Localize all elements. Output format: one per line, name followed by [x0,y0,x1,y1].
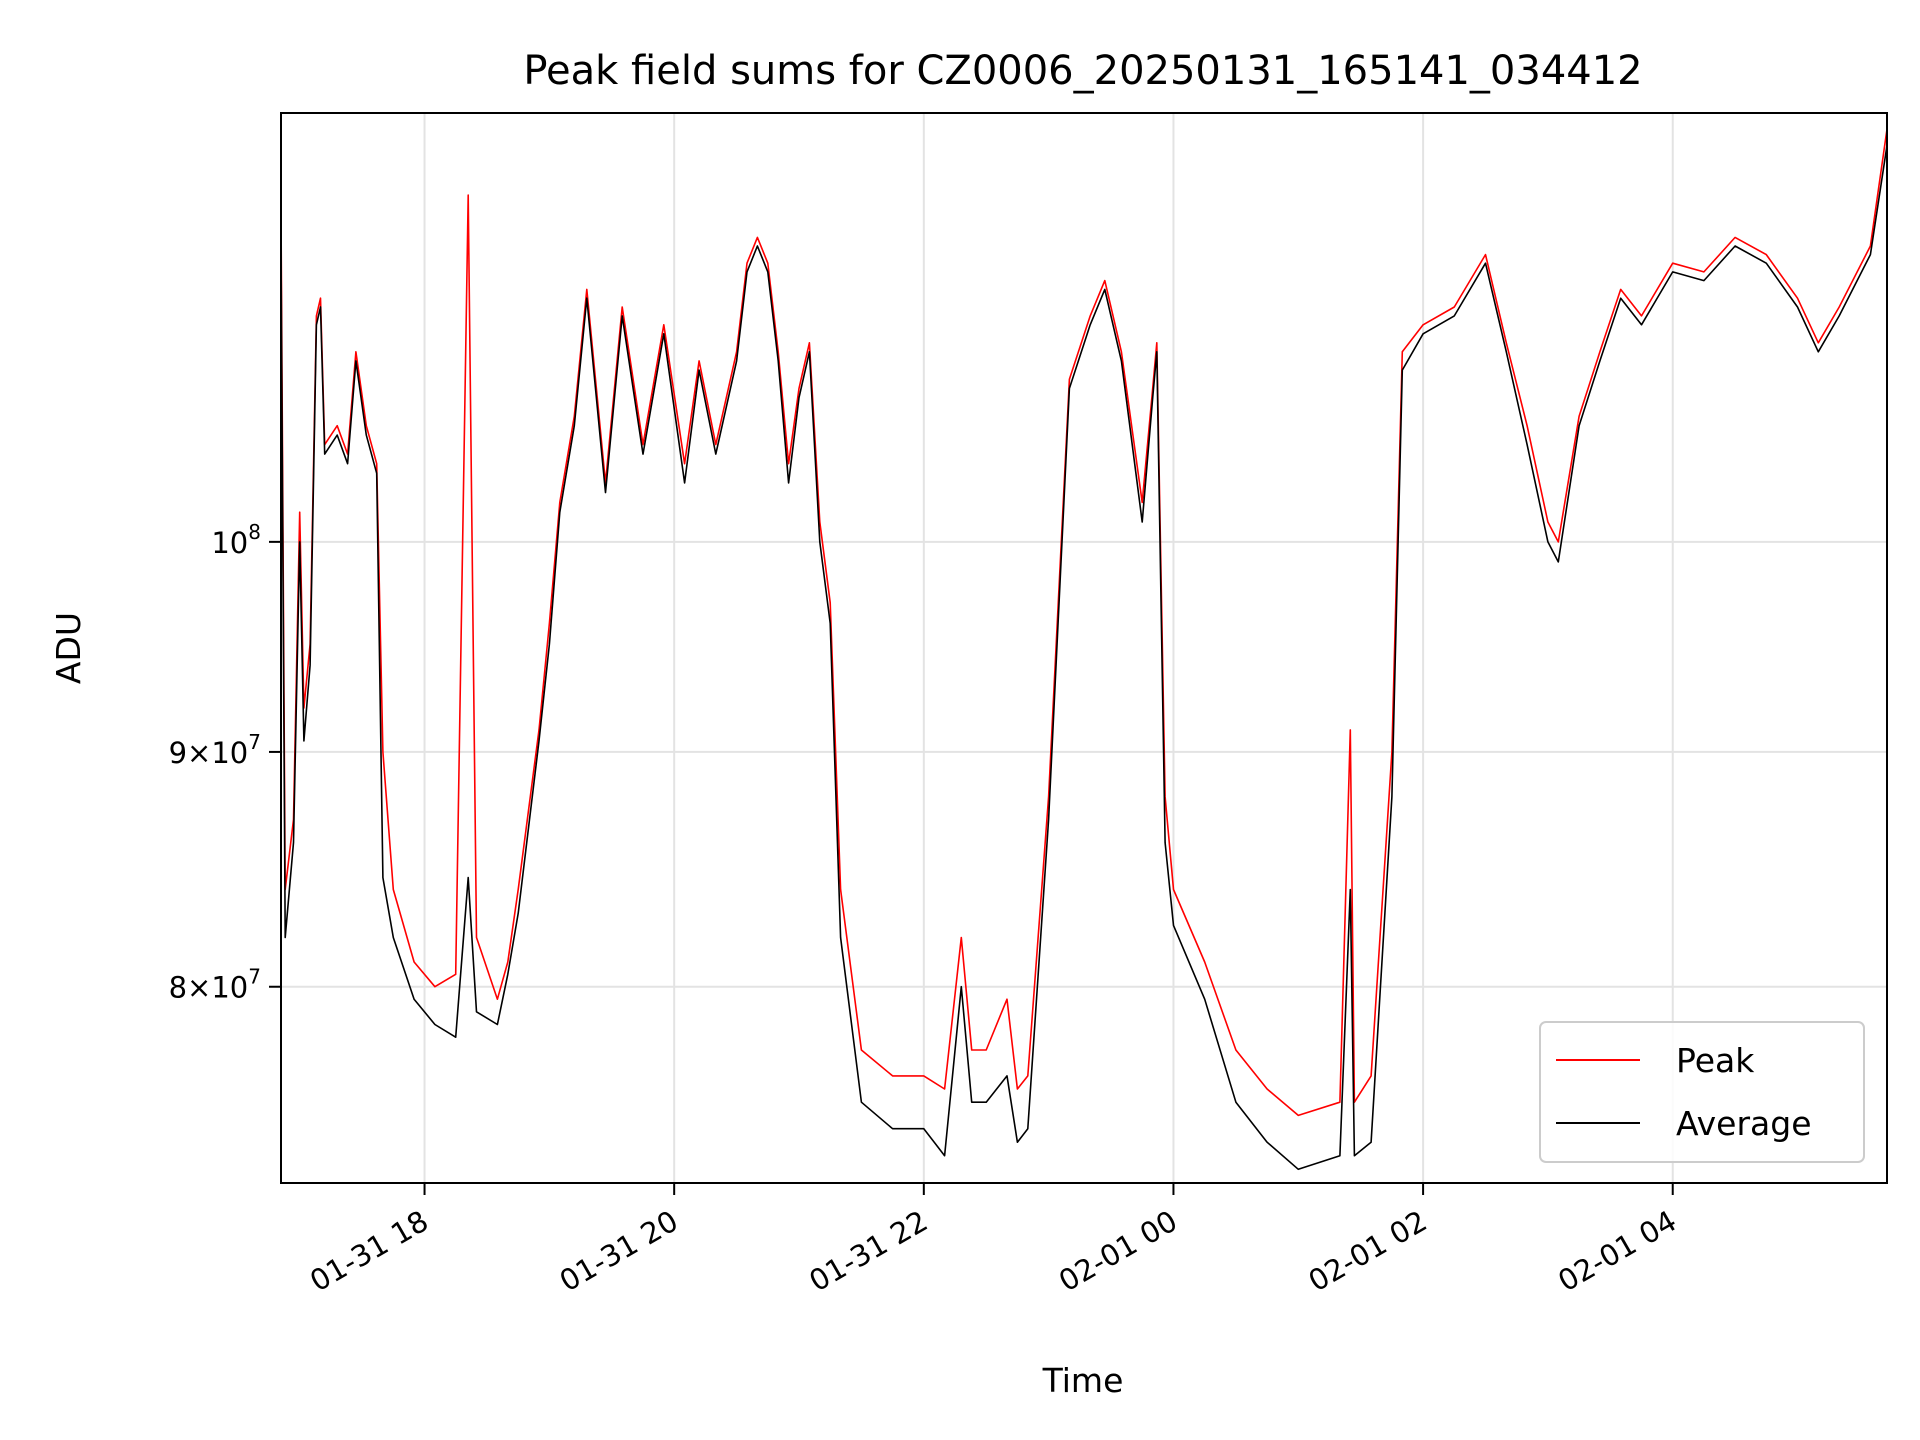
chart-title: Peak field sums for CZ0006_20250131_1651… [523,48,1642,94]
y-tick-label-0: 8×107 [169,965,261,1005]
legend: Peak Average [1539,1021,1865,1163]
y-tick-label-1: 9×107 [169,730,261,770]
series-layer [280,128,1888,1171]
y-tick-label-2: 108 [211,520,261,560]
y-axis: 8×107 9×107 108 [169,520,281,1005]
x-axis-label: Time [1042,1361,1124,1400]
plot-frame [280,112,1888,1184]
y-axis-label: ADU [49,612,88,684]
legend-box [1539,1021,1865,1163]
grid-lines [281,113,1887,1183]
legend-label-peak: Peak [1676,1041,1755,1080]
legend-label-average: Average [1676,1104,1812,1143]
series-line-average [280,145,1888,1171]
series-line-peak [280,128,1888,1117]
